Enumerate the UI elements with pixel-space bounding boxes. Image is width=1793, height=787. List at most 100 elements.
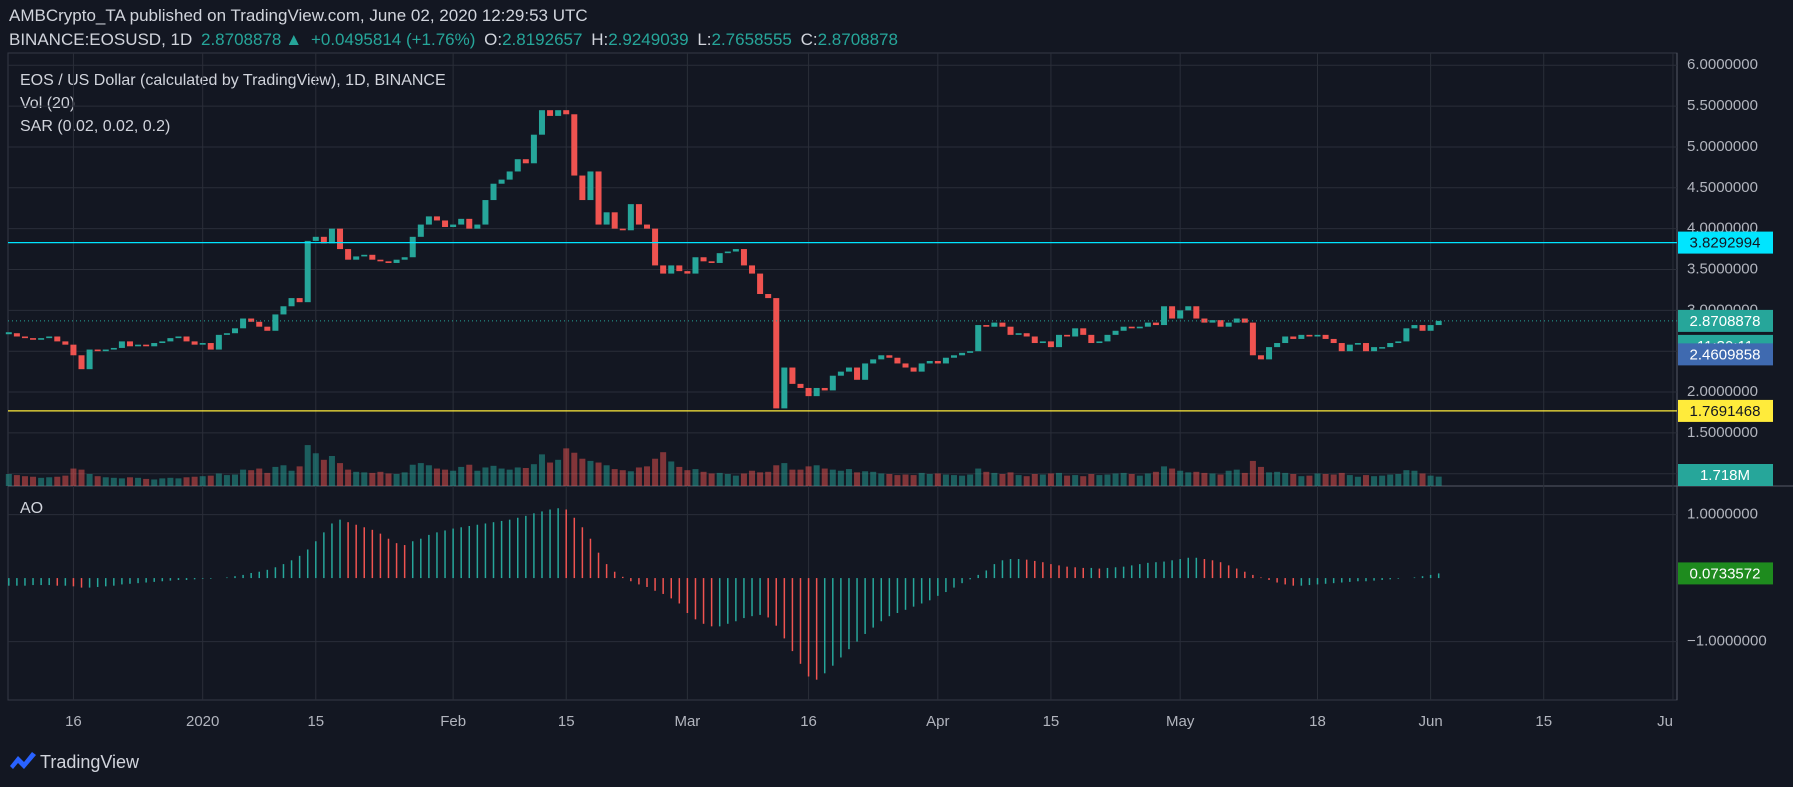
y-tick-label: 5.5000000 [1687,97,1758,114]
candle-body [272,314,279,331]
candle-body [918,363,925,372]
y-tick-label: 4.5000000 [1687,179,1758,196]
candle-body [442,220,449,228]
candle-body [1177,310,1184,319]
volume-bar [732,475,739,486]
volume-bar [94,476,101,486]
candle-body [522,159,529,164]
x-tick-label: 15 [1535,713,1552,730]
candle-body [345,249,352,260]
volume-bar [118,478,125,486]
volume-bar [975,468,982,486]
sar-legend: SAR (0.02, 0.02, 0.2) [20,118,170,135]
volume-bar [563,448,570,486]
candle-body [975,325,982,352]
candle-body [1015,333,1022,335]
candle-body [1290,336,1297,339]
volume-bar [199,476,206,486]
volume-bar [5,474,12,486]
volume-bar [78,469,85,486]
volume-bar [183,477,190,486]
candle-body [159,341,166,344]
candle-body [1031,336,1038,344]
volume-bar [1330,474,1337,486]
candle-body [102,349,109,352]
candle-body [86,349,93,370]
candle-body [1120,326,1127,331]
volume-bar [1266,472,1273,486]
candle-body [320,236,327,244]
volume-bar [207,475,214,486]
last-price: 2.8708878 [201,30,282,49]
candle-body [1144,322,1151,327]
candle-body [579,175,586,201]
volume-bar [579,458,586,486]
candle-body [135,344,142,347]
y-tick-label: 1.5000000 [1687,424,1758,441]
volume-bar [1338,472,1345,486]
volume-bar [62,475,69,486]
candle-body [1354,343,1361,345]
candle-body [1403,328,1410,342]
candle-body [1395,341,1402,344]
candle-body [1306,334,1313,337]
candle-body [1225,322,1232,327]
ao-tick-label: −1.0000000 [1687,633,1767,650]
volume-bar [813,465,820,486]
volume-bar [845,469,852,486]
sar-tag: 2.4609858 [1690,346,1761,363]
candle-body [506,171,513,180]
volume-bar [110,477,117,486]
volume-bar [1169,468,1176,486]
candle-body [62,341,69,345]
volume-bar [837,470,844,486]
candle-body [498,179,505,184]
volume-bar [619,470,626,486]
candle-body [878,355,885,360]
open: 2.8192657 [502,30,583,49]
volume-bar [458,466,465,486]
volume-bar [86,474,93,486]
ao-legend: AO [20,500,43,517]
volume-bar [1185,472,1192,486]
volume-bar [959,475,966,486]
publisher-line: AMBCrypto_TA published on TradingView.co… [9,6,592,26]
volume-bar [223,475,230,486]
volume-bar [538,454,545,486]
volume-bar [256,468,263,486]
volume-bar [70,468,77,486]
candle-body [708,261,715,263]
candle-body [256,321,263,327]
candle-body [668,265,675,274]
candle-body [538,110,545,135]
volume-bar [1015,475,1022,486]
candle-body [829,375,836,391]
volume-bar [30,476,37,486]
candle-body [942,357,949,364]
footer-brand: TradingView [40,752,140,772]
volume-bar [272,466,279,486]
candle-body [304,240,311,303]
candle-body [1419,325,1426,331]
candle-body [886,355,893,358]
candle-body [232,328,239,334]
volume-bar [1395,474,1402,486]
x-tick-label: Apr [926,713,949,730]
volume-bar [353,471,360,486]
candle-body [934,361,941,364]
volume-bar [934,473,941,486]
candle-body [732,249,739,252]
symbol-line: BINANCE:EOSUSD, 1D 2.8708878 ▲ +0.0495814… [9,30,902,50]
candle-body [167,338,174,342]
volume-bar [1088,474,1095,486]
volume-bar [312,453,319,486]
candle-body [482,200,489,225]
volume-bar [1177,470,1184,486]
candle-body [280,306,287,315]
candle-body [595,171,602,225]
candle-body [902,363,909,368]
candle-body [789,367,796,384]
candle-body [1435,320,1442,326]
o-label: O: [484,30,503,49]
volume-bar [716,472,723,486]
